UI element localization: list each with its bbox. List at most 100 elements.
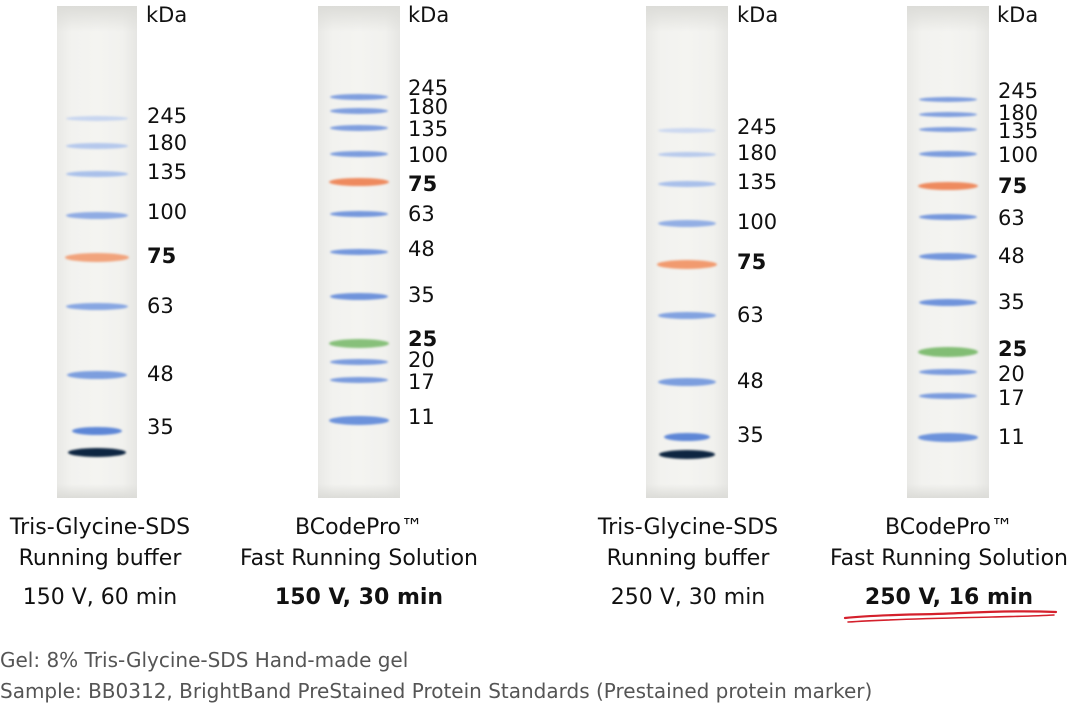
band-35 — [664, 433, 710, 441]
unit-label: kDa — [737, 3, 779, 27]
band-75 — [918, 182, 978, 190]
band-48 — [919, 253, 977, 260]
gel-lane-2 — [318, 6, 400, 498]
red-underline-squiggle — [843, 610, 1058, 623]
band-245 — [66, 116, 128, 121]
mw-label-35: 35 — [737, 423, 764, 447]
band-180 — [66, 143, 128, 149]
mw-label-35: 35 — [408, 283, 435, 307]
mw-label-17: 17 — [998, 386, 1025, 410]
mw-label-75: 75 — [998, 174, 1028, 198]
mw-label-63: 63 — [737, 303, 764, 327]
caption-line2: Running buffer — [606, 546, 770, 571]
band-75 — [65, 253, 129, 262]
mw-label-245: 245 — [737, 115, 778, 139]
band-75 — [329, 178, 389, 186]
gel-note: Gel: 8% Tris-Glycine-SDS Hand-made gel — [0, 648, 409, 672]
band-25 — [918, 347, 978, 357]
mw-label-135: 135 — [737, 170, 778, 194]
band-dye-front — [68, 448, 126, 457]
run-condition: 150 V, 30 min — [274, 585, 444, 610]
band-135 — [66, 171, 128, 177]
band-17 — [330, 377, 388, 383]
band-48 — [658, 378, 716, 386]
band-48 — [330, 249, 388, 255]
mw-label-135: 135 — [998, 119, 1039, 143]
caption: BCodePro™ Fast Running Solution — [814, 512, 1080, 574]
mw-label-100: 100 — [147, 200, 188, 224]
run-condition: 150 V, 60 min — [22, 585, 178, 610]
mw-label-35: 35 — [147, 415, 174, 439]
band-63 — [330, 211, 388, 217]
mw-label-100: 100 — [998, 143, 1039, 167]
mw-label-75: 75 — [147, 244, 177, 268]
mw-label-11: 11 — [998, 425, 1025, 449]
band-245 — [658, 128, 716, 133]
unit-label: kDa — [146, 3, 188, 27]
band-135 — [330, 125, 388, 131]
mw-label-17: 17 — [408, 370, 435, 394]
band-dye-front — [659, 450, 715, 459]
mw-label-11: 11 — [408, 405, 435, 429]
mw-label-25: 25 — [998, 337, 1028, 361]
band-63 — [66, 303, 128, 310]
gel-lane-1 — [57, 6, 137, 498]
mw-label-48: 48 — [147, 362, 174, 386]
band-25 — [329, 339, 389, 348]
band-100 — [66, 212, 128, 219]
sample-note: Sample: BB0312, BrightBand PreStained Pr… — [0, 679, 873, 703]
mw-label-75: 75 — [408, 172, 438, 196]
band-75 — [657, 260, 717, 269]
run-condition: 250 V, 30 min — [610, 585, 766, 610]
band-100 — [919, 151, 977, 157]
band-245 — [919, 97, 977, 102]
band-63 — [919, 214, 977, 220]
mw-label-245: 245 — [147, 104, 188, 128]
mw-label-75: 75 — [737, 250, 767, 274]
band-35 — [330, 293, 388, 300]
unit-label: kDa — [997, 3, 1039, 27]
band-48 — [67, 371, 127, 379]
caption-line2: Fast Running Solution — [240, 546, 478, 571]
mw-label-63: 63 — [147, 294, 174, 318]
mw-label-48: 48 — [408, 237, 435, 261]
band-63 — [658, 312, 716, 319]
mw-label-20: 20 — [998, 362, 1025, 386]
mw-label-63: 63 — [998, 206, 1025, 230]
band-180 — [919, 112, 977, 117]
mw-label-180: 180 — [408, 95, 449, 119]
caption-line1: Tris-Glycine-SDS — [597, 515, 779, 540]
band-11 — [329, 416, 389, 425]
band-180 — [658, 152, 716, 157]
mw-label-35: 35 — [998, 290, 1025, 314]
gel-lane-3 — [646, 6, 728, 498]
band-35 — [919, 299, 977, 306]
unit-label: kDa — [408, 3, 450, 27]
band-100 — [330, 151, 388, 157]
caption-line1: BCodePro™ — [885, 515, 1013, 540]
caption: Tris-Glycine-SDS Running buffer — [0, 512, 235, 574]
caption-line1: Tris-Glycine-SDS — [9, 515, 191, 540]
mw-label-20: 20 — [408, 348, 435, 372]
caption-line2: Fast Running Solution — [830, 546, 1068, 571]
band-180 — [330, 108, 388, 114]
band-17 — [919, 393, 977, 399]
gel-lane-4 — [907, 6, 989, 498]
band-20 — [330, 359, 388, 365]
band-11 — [918, 433, 978, 442]
caption-line2: Running buffer — [18, 546, 182, 571]
band-20 — [919, 369, 977, 375]
mw-label-63: 63 — [408, 202, 435, 226]
caption-line1: BCodePro™ — [295, 515, 423, 540]
mw-label-180: 180 — [737, 141, 778, 165]
mw-label-180: 180 — [998, 101, 1039, 125]
band-135 — [658, 181, 716, 187]
caption: BCodePro™ Fast Running Solution — [224, 512, 494, 574]
mw-label-135: 135 — [147, 160, 188, 184]
mw-label-245: 245 — [998, 79, 1039, 103]
band-135 — [919, 127, 977, 132]
mw-label-180: 180 — [147, 131, 188, 155]
mw-label-135: 135 — [408, 117, 449, 141]
run-condition: 250 V, 16 min — [864, 585, 1034, 610]
mw-label-245: 245 — [408, 76, 449, 100]
